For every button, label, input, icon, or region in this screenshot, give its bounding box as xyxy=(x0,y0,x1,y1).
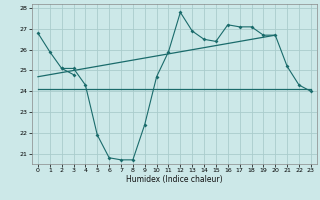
X-axis label: Humidex (Indice chaleur): Humidex (Indice chaleur) xyxy=(126,175,223,184)
